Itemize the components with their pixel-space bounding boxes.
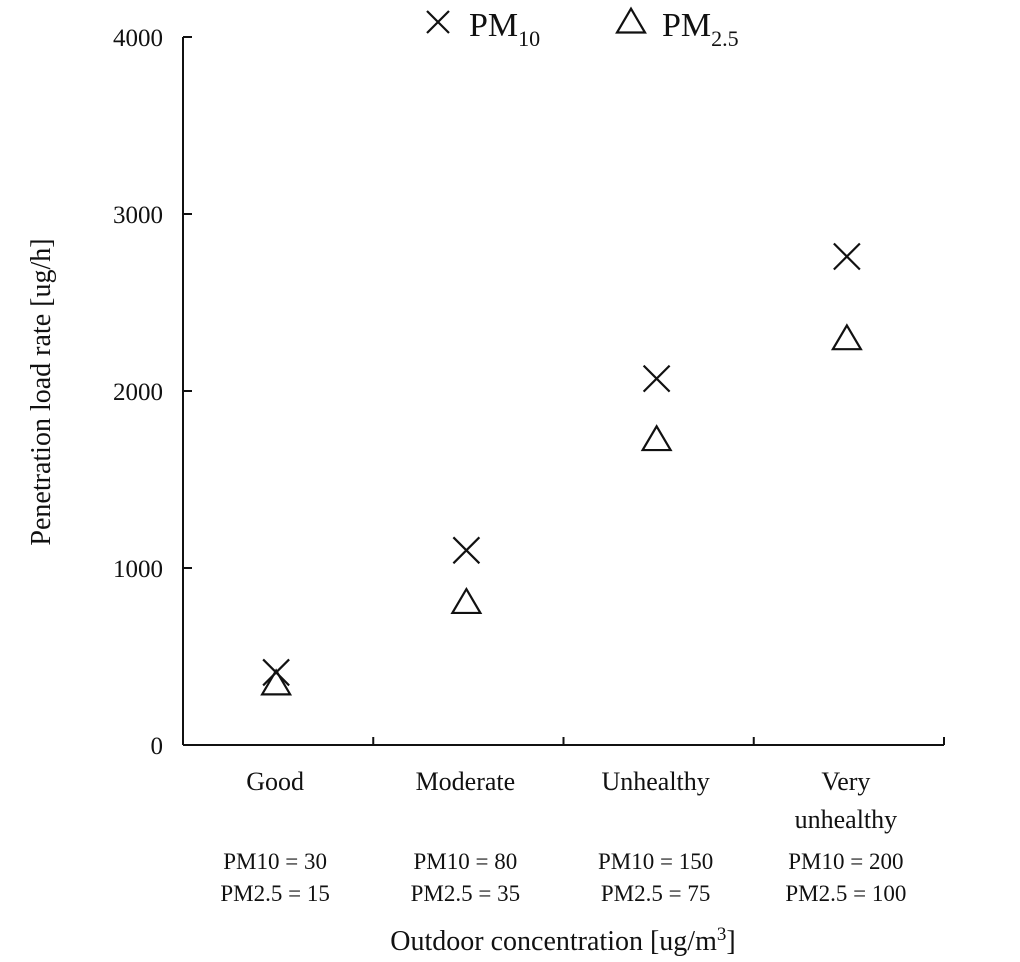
category-label: Unhealthy bbox=[601, 767, 709, 796]
category-pm25-concentration: PM2.5 = 75 bbox=[601, 881, 710, 906]
x-axis-title: Outdoor concentration [ug/m3] bbox=[390, 924, 735, 958]
data-point-pm25 bbox=[830, 323, 863, 351]
data-points bbox=[260, 242, 863, 696]
category-label: Very bbox=[821, 767, 870, 796]
y-ticks: 0 1000 2000 3000 4000 bbox=[113, 25, 192, 760]
y-tick-label: 4000 bbox=[113, 25, 163, 52]
category-pm10-concentration: PM10 = 30 bbox=[223, 849, 327, 874]
y-axis-title: Penetration load rate [ug/h] bbox=[26, 238, 57, 545]
data-point-pm25 bbox=[640, 424, 673, 452]
legend-marker-pm10 bbox=[426, 10, 450, 34]
data-point-pm10 bbox=[833, 242, 861, 271]
category-pm10-concentration: PM10 = 150 bbox=[598, 849, 713, 874]
category-label: unhealthy bbox=[795, 805, 898, 834]
y-tick-label: 3000 bbox=[113, 202, 163, 229]
data-point-pm10 bbox=[452, 536, 481, 565]
category-label: Moderate bbox=[416, 767, 516, 796]
y-tick-label: 1000 bbox=[113, 556, 163, 583]
category-pm25-concentration: PM2.5 = 35 bbox=[411, 881, 520, 906]
data-point-pm25 bbox=[450, 586, 483, 615]
category-pm10-concentration: PM10 = 80 bbox=[414, 849, 518, 874]
data-point-pm25 bbox=[260, 668, 293, 696]
data-point-pm10 bbox=[642, 364, 671, 393]
category-label: Good bbox=[246, 767, 304, 796]
legend-label: PM2.5 bbox=[662, 7, 739, 51]
y-tick-label: 2000 bbox=[113, 379, 163, 406]
category-pm25-concentration: PM2.5 = 100 bbox=[785, 881, 906, 906]
legend-marker-pm25 bbox=[615, 6, 647, 34]
legend-label: PM10 bbox=[469, 7, 540, 51]
axes bbox=[182, 37, 944, 746]
legend: PM10 PM2.5 bbox=[426, 6, 739, 51]
category-pm25-concentration: PM2.5 = 15 bbox=[220, 881, 329, 906]
x-categories: Good PM10 = 30 PM2.5 = 15 Moderate PM10 = 80… bbox=[220, 737, 945, 906]
y-tick-label: 0 bbox=[151, 733, 164, 760]
category-pm10-concentration: PM10 = 200 bbox=[788, 849, 903, 874]
